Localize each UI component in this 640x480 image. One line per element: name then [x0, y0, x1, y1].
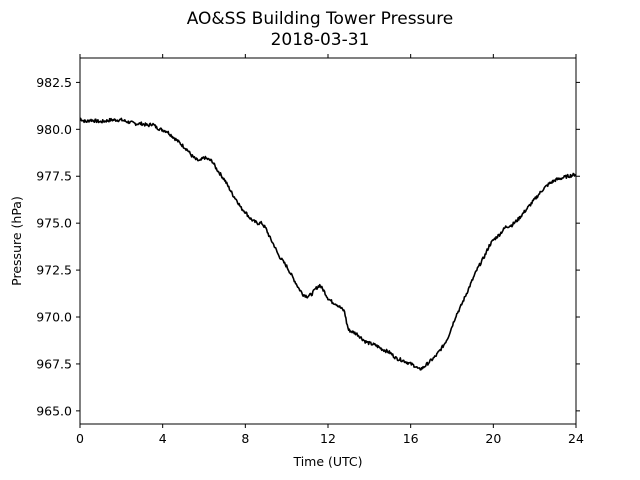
chart-subtitle: 2018-03-31 [271, 30, 370, 50]
x-tick-label: 8 [241, 431, 249, 446]
x-tick-label: 16 [403, 431, 419, 446]
x-tick-label: 24 [568, 431, 584, 446]
plot-frame [79, 57, 577, 425]
plot-area [79, 117, 577, 371]
y-tick-label: 970.0 [36, 310, 72, 325]
chart-title: AO&SS Building Tower Pressure [187, 9, 454, 29]
y-tick-label: 972.5 [36, 263, 72, 278]
x-axis-ticks: 0 4 8 12 16 20 24 [76, 54, 584, 446]
y-tick-label: 975.0 [36, 216, 72, 231]
y-tick-label: 980.0 [36, 122, 72, 137]
y-tick-label: 977.5 [36, 169, 72, 184]
x-tick-label: 4 [159, 431, 167, 446]
x-tick-label: 12 [320, 431, 336, 446]
x-tick-label: 0 [76, 431, 84, 446]
y-axis-label: Pressure (hPa) [9, 196, 24, 286]
y-tick-label: 967.5 [36, 356, 72, 371]
x-tick-label: 20 [485, 431, 501, 446]
y-tick-label: 965.0 [36, 403, 72, 418]
pressure-series-line [79, 117, 577, 371]
y-tick-label: 982.5 [36, 75, 72, 90]
y-axis-ticks: 965.0 967.5 970.0 972.5 975.0 977.5 980.0 982.5 [36, 75, 580, 418]
x-axis-label: Time (UTC) [292, 454, 362, 469]
